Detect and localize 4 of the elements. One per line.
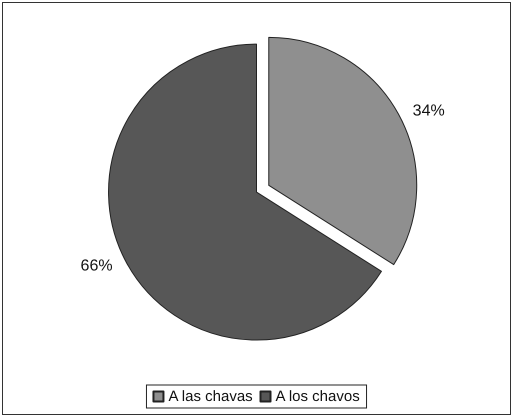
data-label: 66% xyxy=(80,258,113,275)
data-label: 34% xyxy=(412,102,445,120)
legend-label: A las chavas xyxy=(168,388,253,405)
legend-label: A los chavos xyxy=(276,388,360,405)
